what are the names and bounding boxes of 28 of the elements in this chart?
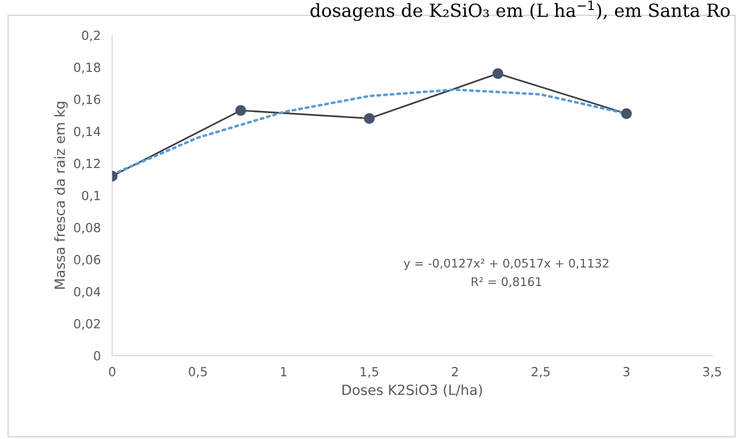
y-tick-label: 0 [94,351,100,361]
y-tick-label: 0,2 [82,30,100,42]
annotation: y = -0,0127x² + 0,0517x + 0,1132 [404,258,608,270]
x-tick-label: 1,5 [360,367,378,378]
x-axis-title: Doses K2SiO3 (L/ha) [342,384,482,397]
y-tick-label: 0,02 [74,319,100,330]
x-tick-label: 2,5 [532,366,550,378]
y-tick-label: 0,06 [74,254,100,266]
point [621,108,632,119]
point [235,105,246,116]
x-tick-label: 2 [452,366,458,376]
annotation: R² = 0,8161 [472,277,542,288]
x-tick-label: 0,5 [188,366,207,378]
x-tick-label: 0 [109,366,116,376]
x-tick-label: 3,5 [703,366,722,378]
y-tick-label: 0,04 [74,286,100,298]
y-tick-label: 0,16 [74,94,100,106]
y-tick-label: 0,12 [74,158,100,170]
y-tick-label: 0,18 [74,62,100,74]
y-axis-title: Massa fresca da raiz em kg [54,102,68,289]
y-tick-label: 0,14 [74,126,100,138]
point [492,68,504,79]
point [364,113,375,124]
y-tick-label: 0,1 [82,190,100,202]
y-tick-label: 0,08 [74,222,100,234]
chart-title: dosagens de K₂SiO₃ em (L ha$^{−1}$), em Santa Ro [310,0,730,21]
x-tick-label: 1 [281,367,286,376]
x-tick-label: 3 [623,366,630,376]
